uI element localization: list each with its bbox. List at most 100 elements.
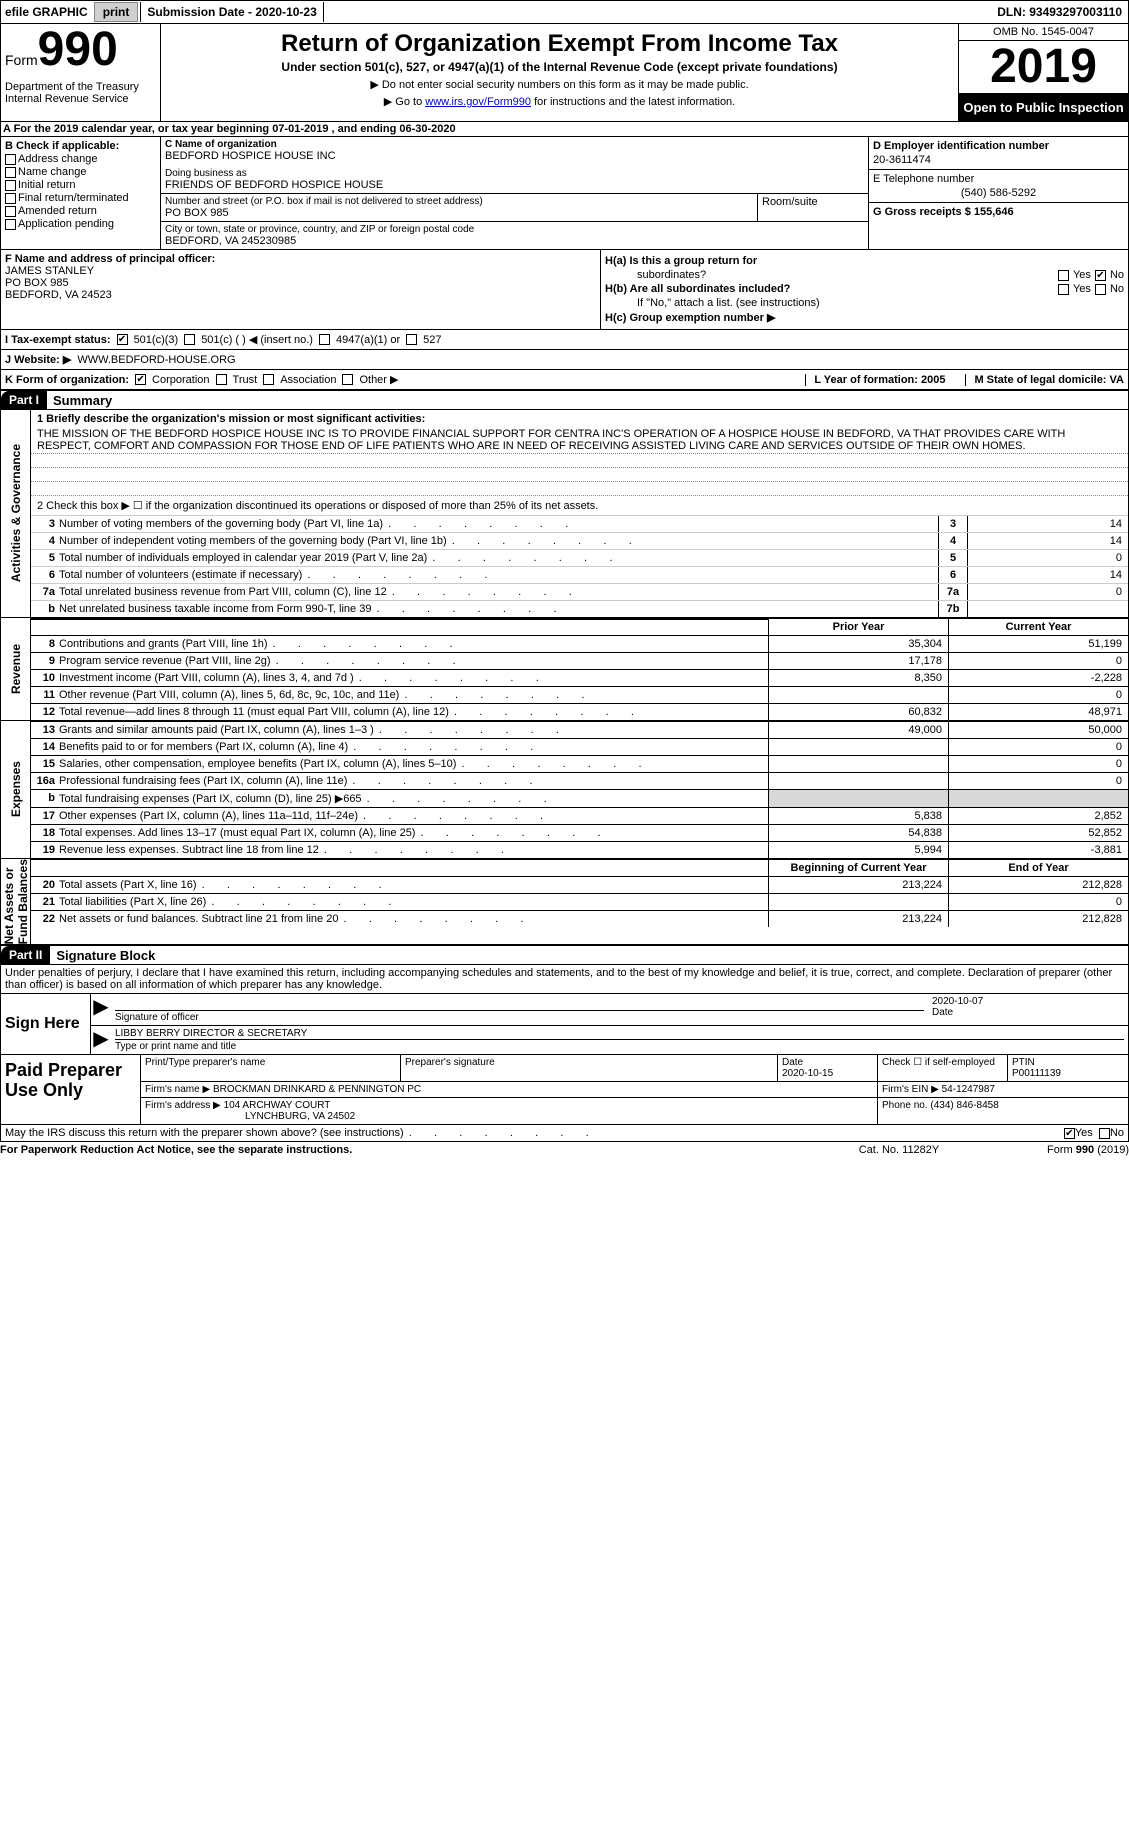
ag-side-label: Activities & Governance bbox=[1, 410, 31, 617]
discuss-no-checkbox[interactable] bbox=[1099, 1128, 1110, 1139]
financial-row: 10Investment income (Part VIII, column (… bbox=[31, 669, 1128, 686]
officer-name: JAMES STANLEY bbox=[5, 265, 596, 277]
financial-row: 13Grants and similar amounts paid (Part … bbox=[31, 721, 1128, 738]
ha-yes-checkbox[interactable] bbox=[1058, 270, 1069, 281]
omb-number: OMB No. 1545-0047 bbox=[959, 24, 1128, 41]
sign-arrow-icon: ▶ bbox=[91, 994, 111, 1025]
financial-row: 8Contributions and grants (Part VIII, li… bbox=[31, 635, 1128, 652]
ptin-value: P00111139 bbox=[1012, 1068, 1061, 1079]
submission-date-label: Submission Date - 2020-10-23 bbox=[140, 2, 323, 22]
financial-row: 15Salaries, other compensation, employee… bbox=[31, 755, 1128, 772]
col-b-checkbox-5[interactable] bbox=[5, 219, 16, 230]
officer-block: F Name and address of principal officer:… bbox=[0, 250, 1129, 330]
4947-checkbox[interactable] bbox=[319, 334, 330, 345]
paid-preparer-block: Paid Preparer Use Only Print/Type prepar… bbox=[0, 1055, 1129, 1125]
ha-no-checkbox[interactable] bbox=[1095, 270, 1106, 281]
activities-governance-section: Activities & Governance 1 Briefly descri… bbox=[0, 410, 1129, 618]
col-b-item: Initial return bbox=[5, 179, 156, 191]
col-b-checkbox-4[interactable] bbox=[5, 206, 16, 217]
trust-checkbox[interactable] bbox=[216, 374, 227, 385]
revenue-section: Revenue Prior Year Current Year 8Contrib… bbox=[0, 618, 1129, 721]
org-info-block: B Check if applicable: Address changeNam… bbox=[0, 137, 1129, 250]
hb-no-checkbox[interactable] bbox=[1095, 284, 1106, 295]
financial-row: 18Total expenses. Add lines 13–17 (must … bbox=[31, 824, 1128, 841]
netassets-section: Net Assets or Fund Balances Beginning of… bbox=[0, 859, 1129, 945]
firm-addr-label: Firm's address ▶ bbox=[145, 1100, 221, 1111]
row-k-form-org: K Form of organization: Corporation Trus… bbox=[0, 370, 1129, 390]
assoc-checkbox[interactable] bbox=[263, 374, 274, 385]
firm-name-label: Firm's name ▶ bbox=[145, 1084, 210, 1095]
discuss-text: May the IRS discuss this return with the… bbox=[5, 1127, 591, 1139]
part1-title: Summary bbox=[47, 393, 112, 408]
firm-city-value: LYNCHBURG, VA 24502 bbox=[245, 1111, 355, 1122]
print-button[interactable]: print bbox=[94, 2, 139, 22]
signature-intro: Under penalties of perjury, I declare th… bbox=[0, 965, 1129, 994]
header-left: Form990 Department of the Treasury Inter… bbox=[1, 24, 161, 121]
ha-label2: subordinates? bbox=[637, 269, 706, 281]
revenue-header-row: Prior Year Current Year bbox=[31, 618, 1128, 635]
eoy-header: End of Year bbox=[948, 860, 1128, 876]
row-i-tax-status: I Tax-exempt status: 501(c)(3) 501(c) ( … bbox=[0, 330, 1129, 350]
dln-label: DLN: 93493297003110 bbox=[997, 5, 1128, 19]
officer-addr1: PO BOX 985 bbox=[5, 277, 596, 289]
current-year-header: Current Year bbox=[948, 619, 1128, 635]
hb-yes-checkbox[interactable] bbox=[1058, 284, 1069, 295]
prep-sig-label: Preparer's signature bbox=[401, 1055, 778, 1081]
paid-preparer-label: Paid Preparer Use Only bbox=[1, 1055, 141, 1124]
financial-row: 16aProfessional fundraising fees (Part I… bbox=[31, 772, 1128, 789]
part1-badge: Part I bbox=[1, 391, 47, 409]
sign-here-label: Sign Here bbox=[1, 994, 91, 1054]
financial-row: 19Revenue less expenses. Subtract line 1… bbox=[31, 841, 1128, 858]
sig-date-value: 2020-10-07 bbox=[932, 996, 1124, 1007]
col-b-checkbox-2[interactable] bbox=[5, 180, 16, 191]
j-label: J Website: ▶ bbox=[5, 353, 71, 366]
efile-label: efile GRAPHIC bbox=[1, 5, 92, 19]
corp-checkbox[interactable] bbox=[135, 374, 146, 385]
l-year-formation: L Year of formation: 2005 bbox=[805, 374, 945, 386]
col-b-item: Application pending bbox=[5, 218, 156, 230]
form-instructions-link[interactable]: www.irs.gov/Form990 bbox=[425, 96, 531, 108]
col-b-item: Address change bbox=[5, 153, 156, 165]
hb-label: H(b) Are all subordinates included? bbox=[605, 283, 790, 295]
form-subtitle: Under section 501(c), 527, or 4947(a)(1)… bbox=[165, 60, 954, 74]
footer-mid: Cat. No. 11282Y bbox=[829, 1144, 969, 1156]
prior-year-header: Prior Year bbox=[768, 619, 948, 635]
527-checkbox[interactable] bbox=[406, 334, 417, 345]
ein-value: 20-3611474 bbox=[873, 154, 1124, 166]
org-name: BEDFORD HOSPICE HOUSE INC bbox=[165, 150, 864, 162]
discuss-yes-checkbox[interactable] bbox=[1064, 1128, 1075, 1139]
financial-row: 21Total liabilities (Part X, line 26)0 bbox=[31, 893, 1128, 910]
col-b-checkbox-1[interactable] bbox=[5, 167, 16, 178]
financial-row: 14Benefits paid to or for members (Part … bbox=[31, 738, 1128, 755]
officer-label: Type or print name and title bbox=[115, 1039, 1124, 1052]
sig-officer-label: Signature of officer bbox=[115, 1010, 924, 1023]
financial-row: 9Program service revenue (Part VIII, lin… bbox=[31, 652, 1128, 669]
governance-row: 7aTotal unrelated business revenue from … bbox=[31, 583, 1128, 600]
col-b-checkbox-3[interactable] bbox=[5, 193, 16, 204]
col-b-checkbox-0[interactable] bbox=[5, 154, 16, 165]
financial-row: 20Total assets (Part X, line 16)213,2242… bbox=[31, 876, 1128, 893]
col-b-item: Final return/terminated bbox=[5, 192, 156, 204]
line1-label: 1 Briefly describe the organization's mi… bbox=[31, 410, 1128, 428]
form-header: Form990 Department of the Treasury Inter… bbox=[0, 24, 1129, 122]
mission-blank-3 bbox=[31, 482, 1128, 496]
501c-checkbox[interactable] bbox=[184, 334, 195, 345]
part1-header-row: Part I Summary bbox=[0, 390, 1129, 410]
col-b-item: Amended return bbox=[5, 205, 156, 217]
hc-label: H(c) Group exemption number ▶ bbox=[605, 311, 775, 324]
prep-name-label: Print/Type preparer's name bbox=[141, 1055, 401, 1081]
col-b-title: B Check if applicable: bbox=[5, 140, 156, 152]
footer-left: For Paperwork Reduction Act Notice, see … bbox=[0, 1144, 829, 1156]
footer-right: Form Form 990 (2019)990 (2019) bbox=[969, 1144, 1129, 1156]
top-toolbar: efile GRAPHIC print Submission Date - 20… bbox=[0, 0, 1129, 24]
other-checkbox[interactable] bbox=[342, 374, 353, 385]
officer-label: F Name and address of principal officer: bbox=[5, 253, 596, 265]
city-value: BEDFORD, VA 245230985 bbox=[165, 235, 864, 247]
501c3-checkbox[interactable] bbox=[117, 334, 128, 345]
form-title: Return of Organization Exempt From Incom… bbox=[165, 30, 954, 58]
firm-ein-label: Firm's EIN ▶ bbox=[882, 1084, 939, 1095]
public-inspection: Open to Public Inspection bbox=[959, 94, 1128, 121]
dept-label: Department of the Treasury Internal Reve… bbox=[5, 81, 156, 105]
ha-label: H(a) Is this a group return for bbox=[605, 255, 757, 267]
ein-label: D Employer identification number bbox=[873, 140, 1124, 152]
